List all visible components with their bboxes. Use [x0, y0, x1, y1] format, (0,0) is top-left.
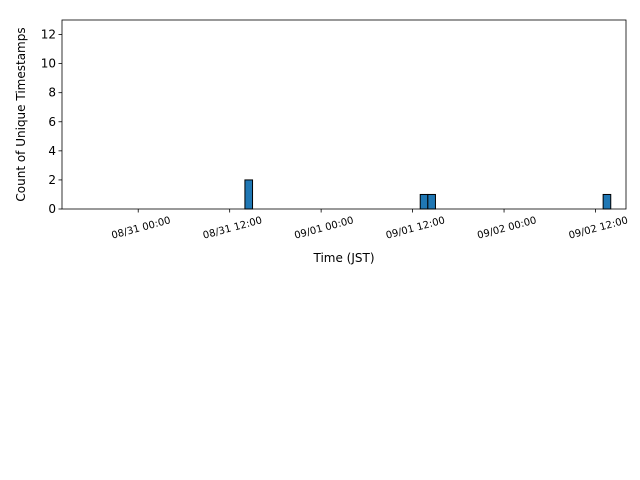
y-tick-label: 12 — [41, 28, 56, 42]
y-tick-label: 6 — [48, 115, 56, 129]
y-tick-label: 4 — [48, 144, 56, 158]
x-axis-label: Time (JST) — [312, 251, 374, 265]
y-tick-label: 0 — [48, 202, 56, 216]
y-tick-label: 10 — [41, 57, 56, 71]
bar — [602, 193, 612, 210]
bar — [244, 179, 254, 210]
y-axis-label: Count of Unique Timestamps — [14, 27, 28, 201]
y-tick-label: 2 — [48, 173, 56, 187]
bar — [419, 193, 429, 210]
bar — [427, 193, 436, 210]
plot-frame — [61, 19, 627, 210]
y-tick-label: 8 — [48, 86, 56, 100]
